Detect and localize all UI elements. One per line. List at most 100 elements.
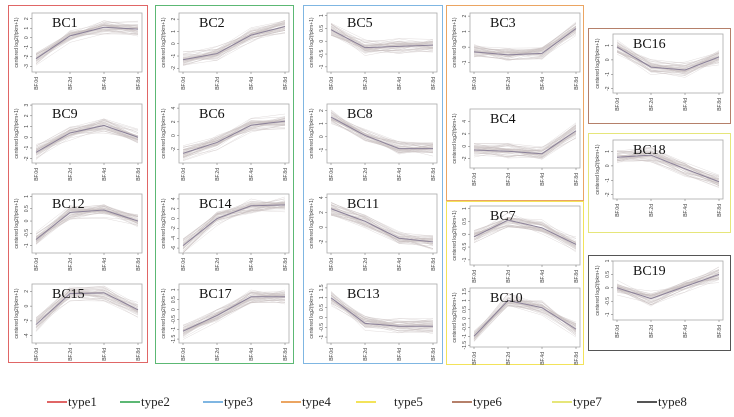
chart-svg: -6 -4 -2 0 2 4 centered log2(fpkm+1) BF.0d BF.2d… <box>161 193 290 271</box>
y-tick-label: -0.5 <box>319 323 325 332</box>
x-tick-label: BF.0d <box>34 258 40 271</box>
gene-trace <box>35 127 139 155</box>
gene-trace <box>330 24 434 47</box>
gene-trace <box>473 35 577 60</box>
x-tick-label: BF.8d <box>136 258 142 271</box>
chart-svg: -4 -2 0 2 centered log2(fpkm+1) BF.0d BF.2d BF.… <box>14 283 143 361</box>
mean-line <box>35 124 139 153</box>
y-tick-label: 1 <box>462 299 468 302</box>
chart-svg: -1 -0.5 0 0.5 1 centered log2(fpkm+1) BF.0d BF.… <box>452 205 581 283</box>
y-tick-label: -2 <box>171 226 177 231</box>
panel-title: BC12 <box>52 197 85 212</box>
gene-trace <box>35 211 139 238</box>
panel-bc11: -2 0 2 4 centered log2(fpkm+1) BF.0d BF.2d BF.4… <box>305 191 440 281</box>
chart-svg: -1 -0.5 0 0.5 1 centered log2(fpkm+1) BF.0d BF.… <box>14 193 143 271</box>
gene-trace <box>182 120 286 148</box>
y-axis-label: centered log2(fpkm+1) <box>452 210 458 261</box>
gene-trace <box>330 305 434 333</box>
gene-trace <box>35 28 139 66</box>
group-box-type3 <box>303 5 443 364</box>
x-tick-label: BF.8d <box>283 348 289 361</box>
x-tick-label: BF.4d <box>249 258 255 271</box>
x-tick-label: BF.2d <box>68 168 74 181</box>
gene-trace <box>35 25 139 59</box>
y-axis-label: centered log2(fpkm+1) <box>14 288 20 339</box>
y-tick-label: 4 <box>171 107 177 110</box>
gene-trace <box>182 21 286 65</box>
gene-trace <box>616 279 720 306</box>
y-tick-label: 2 <box>319 109 325 112</box>
chart-svg: -2 -1 0 1 centered log2(fpkm+1) BF.0d BF.2d BF.… <box>595 33 724 111</box>
y-axis-label: centered log2(fpkm+1) <box>14 108 20 159</box>
y-axis-label: centered log2(fpkm+1) <box>309 288 315 339</box>
mean-line <box>182 26 286 61</box>
group-box-type6 <box>588 28 731 124</box>
y-axis-label: centered log2(fpkm+1) <box>14 17 20 68</box>
y-tick-label: 0 <box>605 58 611 61</box>
panel-title: BC10 <box>490 291 523 306</box>
x-tick-label: BF.2d <box>215 348 221 361</box>
x-tick-label: BF.2d <box>506 270 512 283</box>
y-tick-label: -6 <box>171 246 177 251</box>
x-tick-label: BF.8d <box>283 77 289 90</box>
x-tick-label: BF.8d <box>574 77 580 90</box>
y-tick-label: -1 <box>462 60 468 65</box>
x-tick-label: BF.8d <box>431 348 437 361</box>
y-axis-label: centered log2(fpkm+1) <box>14 198 20 249</box>
gene-trace <box>35 211 139 238</box>
chart-svg: -2 0 2 4 centered log2(fpkm+1) BF.0d BF.2d BF.4… <box>309 193 438 271</box>
y-tick-label: 2 <box>24 114 30 117</box>
chart-svg: -1.5 -1 -0.5 0 0.5 1 centered log2(fpkm+1) BF.0… <box>161 283 290 361</box>
chart-svg: -2 -1 0 1 2 centered log2(fpkm+1) BF.0d BF.2d BF… <box>161 12 290 90</box>
y-tick-label: -2 <box>171 147 177 152</box>
gene-trace <box>330 117 434 144</box>
legend-item-type6: type6 <box>452 394 502 410</box>
gene-trace <box>182 210 286 253</box>
mean-line <box>330 29 434 49</box>
x-tick-label: BF.2d <box>363 258 369 271</box>
panel-bc17: -1.5 -1 -0.5 0 0.5 1 centered log2(fpkm+1) BF.0… <box>157 281 292 371</box>
panel-bc16: -2 -1 0 1 centered log2(fpkm+1) BF.0d BF.2d BF.… <box>591 31 726 121</box>
mean-line <box>330 297 433 327</box>
gene-trace <box>473 25 577 56</box>
y-tick-label: -2 <box>171 66 177 71</box>
panel-bc19: -1 -0.5 0 0.5 1 centered log2(fpkm+1) BF.0d BF.… <box>591 258 726 348</box>
y-tick-label: 1 <box>24 195 30 198</box>
y-tick-label: 1 <box>24 27 30 30</box>
plot-frame <box>326 283 438 344</box>
y-tick-label: -1 <box>171 327 177 332</box>
legend-label: type6 <box>473 394 502 409</box>
x-tick-label: BF.0d <box>34 348 40 361</box>
gene-trace <box>330 31 434 54</box>
y-tick-label: 1 <box>462 207 468 210</box>
mean-line <box>473 28 577 56</box>
chart-svg: -1 -0.5 0 0.5 1 1.5 centered log2(fpkm+1) BF.0d… <box>309 283 438 361</box>
panel-title: BC8 <box>347 107 373 122</box>
y-tick-label: 1 <box>319 296 325 299</box>
panel-bc7: -1 -0.5 0 0.5 1 centered log2(fpkm+1) BF.0d BF.… <box>448 203 583 293</box>
gene-trace <box>330 202 434 237</box>
x-tick-label: BF.4d <box>249 77 255 90</box>
legend-label: type7 <box>573 394 602 409</box>
x-tick-label: BF.0d <box>615 204 621 217</box>
y-tick-label: 1.5 <box>319 284 325 291</box>
x-tick-label: BF.8d <box>717 204 723 217</box>
panel-bc4: -2 0 2 4 centered log2(fpkm+1) BF.0d BF.2d BF.4… <box>448 106 583 196</box>
mean-line <box>616 46 720 71</box>
y-tick-label: 0 <box>319 316 325 319</box>
y-tick-label: 0 <box>24 219 30 222</box>
panel-title: BC13 <box>347 287 380 302</box>
mean-line <box>616 154 720 183</box>
panel-bc3: -1 0 1 2 centered log2(fpkm+1) BF.0d BF.2d BF.4… <box>448 10 583 100</box>
gene-trace <box>35 130 139 159</box>
y-tick-label: -1 <box>171 54 177 59</box>
x-tick-label: BF.2d <box>68 77 74 90</box>
legend-item-type8: type8 <box>637 394 687 410</box>
y-tick-label: -1 <box>24 146 30 151</box>
y-tick-label: -1 <box>24 45 30 50</box>
y-tick-label: -0.5 <box>462 243 468 252</box>
panel-title: BC1 <box>52 16 78 31</box>
panel-title: BC17 <box>199 287 232 302</box>
y-axis-label: centered log2(fpkm+1) <box>161 17 167 68</box>
chart-svg: -2 -1 0 1 2 3 centered log2(fpkm+1) BF.0d BF.2d B… <box>14 103 143 181</box>
